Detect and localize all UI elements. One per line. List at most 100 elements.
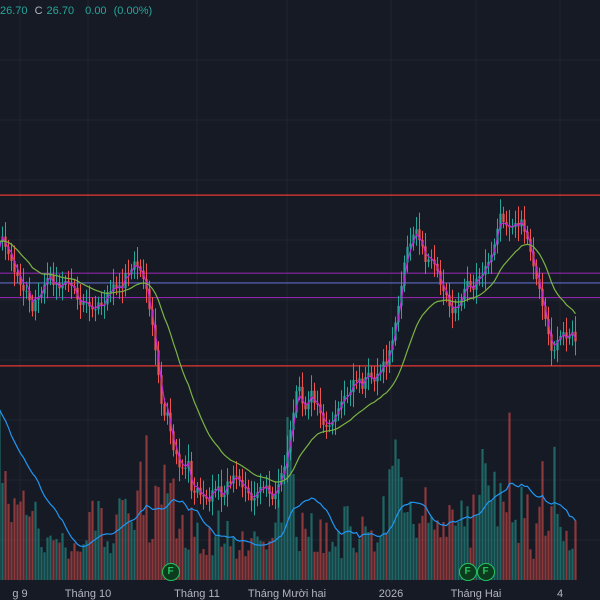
volume-bar bbox=[187, 549, 190, 580]
volume-bar bbox=[178, 528, 181, 580]
candle-body bbox=[412, 234, 415, 244]
candle-body bbox=[250, 493, 253, 501]
volume-bar bbox=[121, 500, 124, 580]
volume-bar bbox=[76, 551, 79, 580]
time-axis[interactable]: g 9 Tháng 10 Tháng 11 Tháng Mười hai 202… bbox=[0, 582, 600, 600]
volume-bar bbox=[82, 544, 85, 580]
volume-bar bbox=[505, 512, 508, 580]
candle-body bbox=[415, 229, 418, 235]
candle-body bbox=[283, 467, 286, 474]
candle-body bbox=[13, 260, 16, 273]
candle-body bbox=[244, 487, 247, 489]
candle-body bbox=[19, 276, 22, 285]
candle-body bbox=[37, 297, 40, 300]
volume-bar bbox=[79, 551, 82, 580]
horizontal-levels[interactable] bbox=[0, 194, 600, 367]
volume-bar bbox=[184, 547, 187, 580]
volume-bar bbox=[271, 537, 274, 580]
candle-body bbox=[16, 272, 19, 277]
candle-body bbox=[331, 421, 334, 426]
candle-body bbox=[502, 213, 505, 222]
volume-bar bbox=[274, 522, 277, 580]
volume-bar bbox=[403, 512, 406, 580]
volume-bar bbox=[226, 521, 229, 580]
volume-bar bbox=[151, 538, 154, 580]
candle-body bbox=[25, 290, 28, 292]
volume-bar bbox=[523, 518, 526, 580]
candle-body bbox=[487, 261, 490, 266]
candle-body bbox=[442, 284, 445, 292]
volume-bar bbox=[244, 556, 247, 580]
close-item: C 26.70 bbox=[35, 5, 78, 17]
volume-bar bbox=[100, 508, 103, 580]
candle-body bbox=[181, 467, 184, 469]
candle-body bbox=[307, 402, 310, 410]
volume-bar bbox=[253, 531, 256, 580]
volume-bar bbox=[154, 485, 157, 580]
volume-bar bbox=[556, 513, 559, 580]
volume-bar bbox=[256, 536, 259, 580]
event-marker-0[interactable]: F bbox=[161, 563, 180, 581]
volume-bar bbox=[499, 483, 502, 580]
volume-bar bbox=[16, 504, 19, 580]
volume-bar bbox=[370, 530, 373, 580]
ma-fast-line bbox=[0, 220, 577, 501]
candle-body bbox=[523, 219, 526, 232]
volume-bar bbox=[418, 523, 421, 580]
volume-bar bbox=[58, 542, 61, 580]
candle-body bbox=[478, 276, 481, 279]
candle-body bbox=[544, 305, 547, 320]
volume-bar bbox=[277, 499, 280, 580]
volume-bar bbox=[298, 551, 301, 580]
volume-bar bbox=[331, 541, 334, 580]
volume-bar bbox=[385, 532, 388, 580]
volume-bar bbox=[37, 528, 40, 580]
volume-bar bbox=[40, 547, 43, 580]
volume-bar bbox=[571, 548, 574, 580]
volume-bar bbox=[286, 417, 289, 580]
event-marker-1[interactable]: F bbox=[458, 563, 477, 581]
volume-bar bbox=[430, 516, 433, 580]
candle-body bbox=[346, 395, 349, 397]
volume-bar bbox=[400, 477, 403, 580]
moving-averages bbox=[0, 220, 577, 548]
volume-bar bbox=[502, 501, 505, 580]
candle-body bbox=[160, 375, 163, 404]
volume-bar bbox=[250, 538, 253, 580]
volume-bar bbox=[220, 546, 223, 580]
volume-bar bbox=[322, 553, 325, 580]
volume-bar bbox=[202, 548, 205, 580]
xaxis-label: Tháng 10 bbox=[64, 588, 112, 600]
volume-bar bbox=[124, 498, 127, 580]
volume-bar bbox=[55, 539, 58, 580]
volume-bar bbox=[13, 498, 16, 580]
candle-body bbox=[556, 340, 559, 351]
volume-bar bbox=[538, 506, 541, 580]
event-marker-2[interactable]: F bbox=[476, 563, 495, 581]
volume-bar bbox=[457, 521, 460, 580]
candle-body bbox=[385, 361, 388, 365]
volume-bar bbox=[295, 536, 298, 580]
volume-bar bbox=[475, 515, 478, 580]
volume-bar bbox=[514, 519, 517, 580]
volume-bar bbox=[352, 547, 355, 580]
volume-bar bbox=[94, 530, 97, 580]
volume-bar bbox=[472, 494, 475, 580]
candle-body bbox=[361, 378, 364, 389]
candle-body bbox=[163, 403, 166, 416]
volume-bar bbox=[559, 526, 562, 580]
volume-bar bbox=[268, 541, 271, 580]
volume-bar bbox=[61, 533, 64, 580]
candle-body bbox=[568, 335, 571, 339]
volume-bar bbox=[532, 558, 535, 580]
volume-bar bbox=[262, 541, 265, 580]
volume-bar bbox=[280, 522, 283, 580]
volume-bar bbox=[142, 515, 145, 580]
volume-bar bbox=[133, 529, 136, 580]
candle-body bbox=[262, 486, 265, 488]
volume-bar bbox=[259, 540, 262, 580]
volume-bar bbox=[115, 514, 118, 580]
volume-bar bbox=[127, 513, 130, 580]
